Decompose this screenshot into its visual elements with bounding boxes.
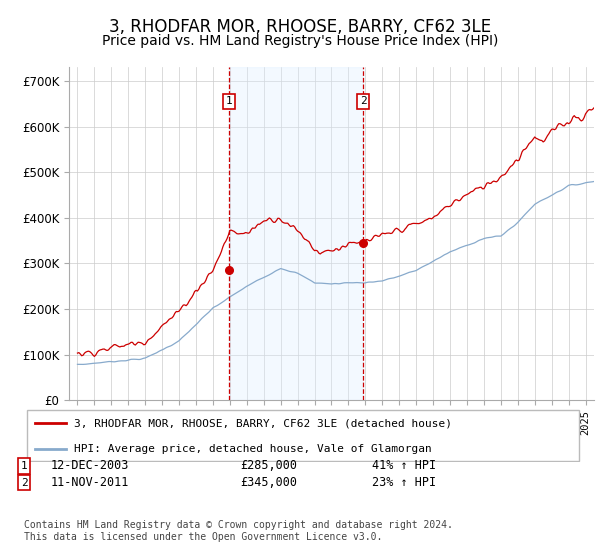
Text: 41% ↑ HPI: 41% ↑ HPI — [372, 459, 436, 473]
Text: This data is licensed under the Open Government Licence v3.0.: This data is licensed under the Open Gov… — [24, 532, 382, 542]
Text: 3, RHODFAR MOR, RHOOSE, BARRY, CF62 3LE: 3, RHODFAR MOR, RHOOSE, BARRY, CF62 3LE — [109, 18, 491, 36]
Text: 3, RHODFAR MOR, RHOOSE, BARRY, CF62 3LE (detached house): 3, RHODFAR MOR, RHOOSE, BARRY, CF62 3LE … — [74, 418, 452, 428]
Text: 2: 2 — [360, 96, 367, 106]
FancyBboxPatch shape — [27, 410, 579, 461]
Text: 1: 1 — [20, 461, 28, 471]
Bar — [229, 67, 363, 400]
Text: 12-DEC-2003: 12-DEC-2003 — [51, 459, 130, 473]
Text: 11-NOV-2011: 11-NOV-2011 — [51, 476, 130, 489]
Text: HPI: Average price, detached house, Vale of Glamorgan: HPI: Average price, detached house, Vale… — [74, 444, 432, 454]
Text: 1: 1 — [226, 96, 232, 106]
Text: £285,000: £285,000 — [240, 459, 297, 473]
Text: 23% ↑ HPI: 23% ↑ HPI — [372, 476, 436, 489]
Text: £345,000: £345,000 — [240, 476, 297, 489]
Text: Price paid vs. HM Land Registry's House Price Index (HPI): Price paid vs. HM Land Registry's House … — [102, 34, 498, 48]
Text: 2: 2 — [20, 478, 28, 488]
Text: Contains HM Land Registry data © Crown copyright and database right 2024.: Contains HM Land Registry data © Crown c… — [24, 520, 453, 530]
